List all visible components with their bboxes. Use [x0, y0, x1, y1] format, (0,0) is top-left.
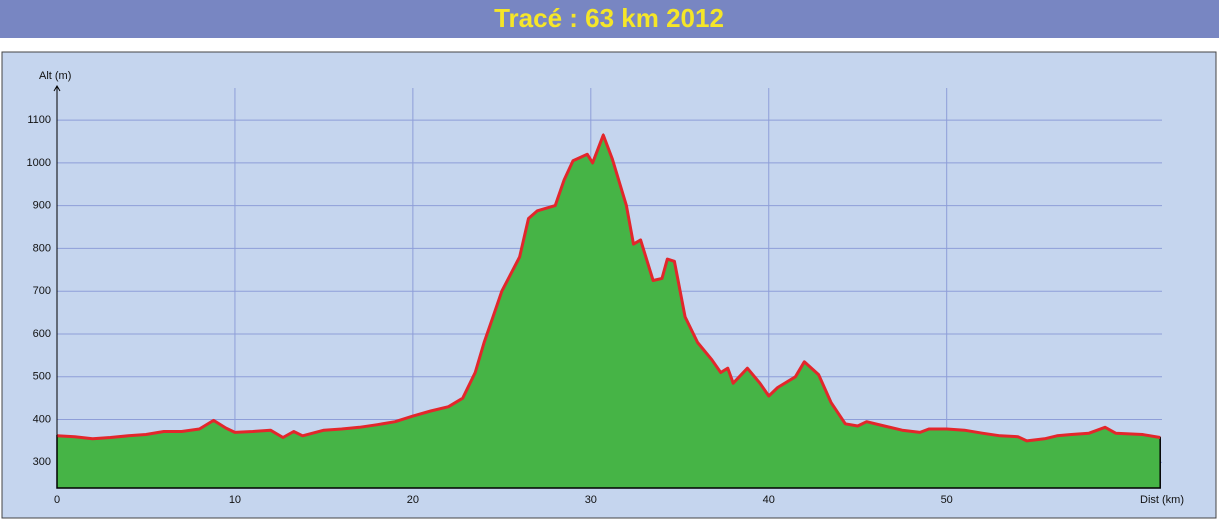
y-tick-label: 700 [33, 285, 51, 297]
y-tick-label: 800 [33, 242, 51, 254]
x-tick-label: 50 [941, 494, 953, 506]
y-tick-label: 1100 [27, 114, 51, 126]
y-tick-label: 1000 [27, 157, 51, 169]
y-tick-label: 600 [33, 328, 51, 340]
y-tick-label: 500 [33, 371, 51, 383]
y-axis-label: Alt (m) [39, 70, 71, 82]
x-tick-label: 30 [585, 494, 597, 506]
y-axis-arrow [53, 85, 61, 92]
title-bar [0, 0, 1219, 38]
x-tick-label: 40 [763, 494, 775, 506]
line [56, 133, 1161, 443]
x-tick-label: 10 [229, 494, 241, 506]
x-tick-label: 0 [54, 494, 60, 506]
x-axis-label: Dist (km) [1140, 494, 1184, 506]
y-tick-label: 400 [33, 413, 51, 425]
y-tick-label: 900 [33, 200, 51, 212]
y-tick-label: 300 [33, 456, 51, 468]
chart-title: Tracé : 63 km 2012 [494, 3, 724, 33]
x-tick-label: 20 [407, 494, 419, 506]
